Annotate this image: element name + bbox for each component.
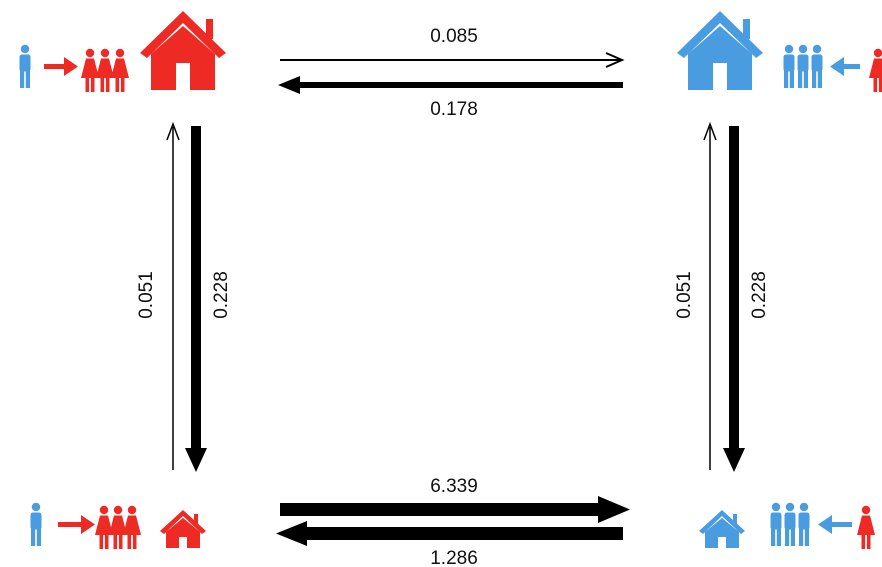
migrant-person-icon — [30, 502, 42, 546]
migrant-person-icon — [19, 44, 31, 88]
arrow-bottom-forward — [280, 496, 630, 523]
rate-label-right-up: 0.051 — [674, 271, 695, 319]
house-icon — [140, 11, 226, 90]
state-bottom-left — [30, 502, 206, 549]
rate-label-top-backward: 0.178 — [430, 99, 478, 120]
arrow-top-forward — [280, 52, 625, 68]
migrant-woman-icon — [857, 505, 875, 549]
rate-label-left-down: 0.228 — [211, 271, 232, 319]
rate-label-right-down: 0.228 — [749, 271, 770, 319]
arrow-right-down — [723, 126, 745, 472]
arrow-left-icon — [818, 515, 852, 534]
rate-label-bottom-backward: 1.286 — [430, 548, 478, 567]
migrant-woman-icon — [869, 48, 882, 92]
state-top-left — [19, 11, 226, 92]
arrow-right-up — [703, 121, 717, 470]
state-bottom-right — [699, 502, 875, 549]
arrow-bottom-backward — [276, 521, 623, 546]
house-icon — [699, 510, 745, 548]
group-women-icon — [95, 505, 141, 549]
house-icon — [677, 11, 763, 90]
arrow-left-icon — [830, 57, 860, 76]
rate-label-left-up: 0.051 — [136, 271, 157, 319]
arrow-left-down — [185, 126, 207, 472]
arrow-left-up — [166, 121, 180, 470]
arrow-top-backward — [278, 76, 623, 94]
group-men-icon — [783, 44, 823, 88]
rate-label-top-forward: 0.085 — [430, 26, 478, 47]
house-icon — [160, 510, 206, 548]
group-men-icon — [770, 502, 810, 546]
arrow-right-icon — [58, 515, 95, 534]
group-women-icon — [81, 48, 129, 92]
state-top-right — [677, 11, 882, 92]
rate-label-bottom-forward: 6.339 — [430, 476, 478, 497]
arrow-right-icon — [44, 57, 78, 76]
